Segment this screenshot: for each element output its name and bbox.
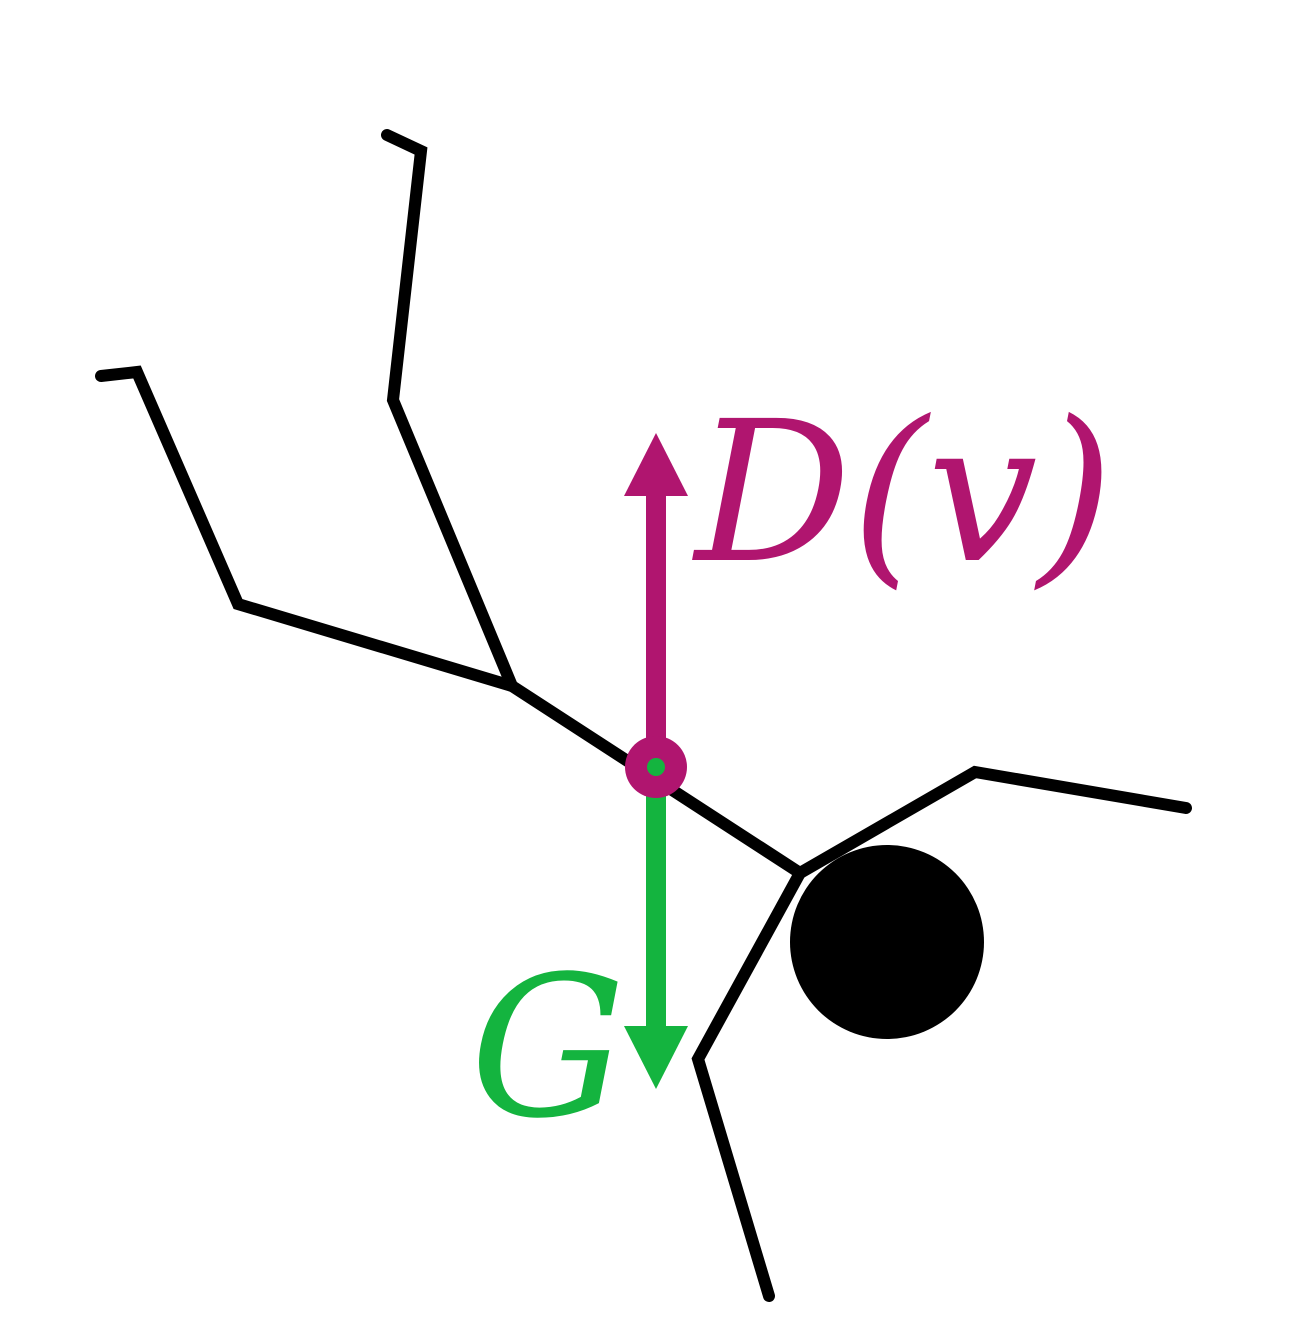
- gravity-force-arrow: [624, 784, 688, 1089]
- stick-figure-falling-icon: [95, 129, 1192, 1302]
- center-of-mass-dot: [647, 758, 665, 776]
- leg-right: [794, 765, 1192, 879]
- arrow-up-icon: [624, 433, 688, 496]
- drag-force-arrow: [624, 433, 688, 752]
- center-of-mass-marker-icon: [625, 736, 687, 798]
- arm-left-upper: [381, 129, 518, 692]
- leg-down: [691, 867, 806, 1302]
- gravity-force-label: G: [470, 934, 626, 1161]
- drag-force-label: D(v): [692, 379, 1114, 606]
- arrow-down-icon: [624, 1026, 688, 1089]
- head-circle-icon: [790, 845, 984, 1039]
- arm-left-lower: [95, 365, 518, 692]
